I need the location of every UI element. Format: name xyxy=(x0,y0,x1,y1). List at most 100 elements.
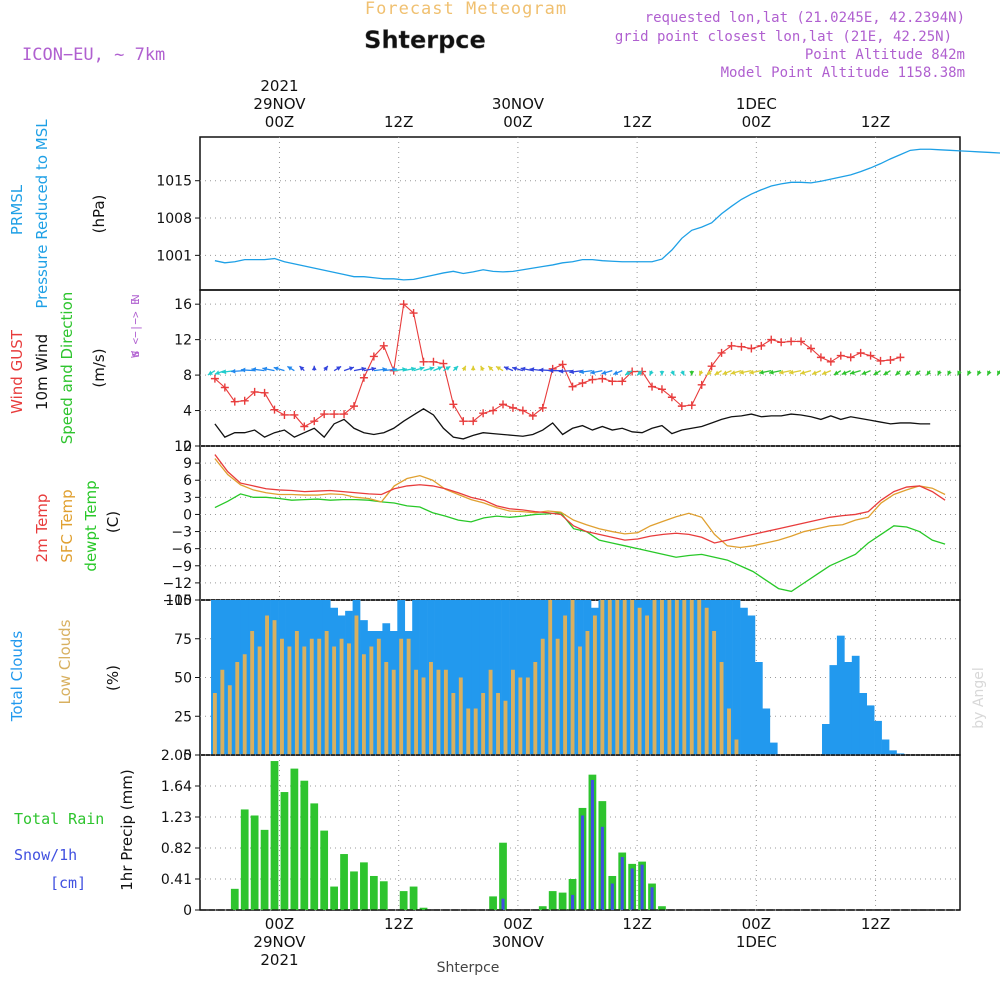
top-date-label: 1DEC xyxy=(736,95,777,113)
total-cloud-bar xyxy=(866,705,875,755)
wind-arrow-head xyxy=(957,370,962,376)
wind-arrow-head xyxy=(778,369,784,375)
wind-arrow-head xyxy=(915,370,921,376)
wind-unit: (m/s) xyxy=(90,348,108,387)
low-cloud-bar xyxy=(727,708,731,755)
rain-bar xyxy=(489,896,497,910)
gust-marker xyxy=(727,341,736,350)
wind-arrow-head xyxy=(579,369,584,375)
rain-bar xyxy=(369,875,378,910)
gust-marker xyxy=(349,402,358,411)
wind-arrow-head xyxy=(649,370,654,376)
snow-bar xyxy=(570,894,575,910)
temp-tick-label: −9 xyxy=(171,559,192,575)
low-cloud-bar xyxy=(361,654,366,755)
gust-marker xyxy=(210,374,219,383)
low-cloud-bar xyxy=(645,615,649,755)
temp-tick-label: 3 xyxy=(183,490,192,506)
low-cloud-bar xyxy=(451,693,456,755)
rain-bar xyxy=(250,815,259,910)
gust-marker xyxy=(657,385,666,394)
wind-tick-label: 0 xyxy=(183,439,192,455)
gust-marker xyxy=(886,356,895,365)
low-cloud-bar xyxy=(585,631,590,755)
rain-bar xyxy=(230,888,239,910)
rain-bar xyxy=(290,768,299,910)
wind-arrow-head xyxy=(361,366,367,372)
low-cloud-bar xyxy=(533,662,538,755)
gust-marker xyxy=(608,377,617,386)
total-cloud-bar xyxy=(747,615,756,755)
temp-tick-label: −6 xyxy=(171,542,192,558)
gust-marker xyxy=(717,348,726,357)
total-cloud-bar xyxy=(874,720,882,755)
low-cloud-bar xyxy=(689,600,694,755)
top-year-label: 2021 xyxy=(260,77,298,95)
low-cloud-bar xyxy=(622,600,627,755)
low-cloud-bar xyxy=(570,600,575,755)
total-cloud-bar xyxy=(896,753,905,755)
wind-arrow-head xyxy=(689,371,695,376)
low-cloud-bar xyxy=(265,615,269,755)
wind-arrow-head xyxy=(240,367,246,373)
top-date-label: 30NOV xyxy=(492,95,545,113)
wind-arrow-head xyxy=(883,370,889,375)
low-cloud-bar xyxy=(354,615,359,755)
compass-north: N xyxy=(131,294,142,301)
gust-marker xyxy=(489,406,498,415)
low-cloud-bar xyxy=(615,600,620,755)
low-clouds-label: Low Clouds xyxy=(56,619,74,704)
top-time-label: 12Z xyxy=(622,113,651,131)
top-time-label: 12Z xyxy=(384,113,413,131)
total-cloud-bar xyxy=(501,600,510,755)
wind-tick-label: 12 xyxy=(174,333,192,349)
wind-arrow-head xyxy=(311,365,317,371)
bottom-year-label: 2021 xyxy=(260,951,298,969)
wind-arrow-head xyxy=(480,365,485,371)
wind-label: 10m Wind xyxy=(33,334,51,410)
low-cloud-bar xyxy=(317,638,322,755)
low-cloud-bar xyxy=(406,638,411,755)
wind-arrow-head xyxy=(402,367,407,372)
wind-arrow-head xyxy=(833,370,839,375)
wind-arrow-head xyxy=(470,365,476,371)
wind-arrow-head xyxy=(453,366,459,371)
rain-bar xyxy=(499,842,507,910)
low-cloud-bar xyxy=(637,607,642,755)
pressure-tick-label: 1008 xyxy=(156,211,192,227)
gust-marker xyxy=(300,422,309,431)
low-cloud-bar xyxy=(294,631,299,755)
wind-arrow-head xyxy=(714,370,720,375)
pressure-label-1: PRMSL xyxy=(8,184,26,235)
wind-arrow-head xyxy=(429,366,435,372)
wind-arrow-head xyxy=(821,370,827,375)
pressure-unit: (hPa) xyxy=(90,195,108,234)
wind-arrow-head xyxy=(538,367,544,373)
wind-arrow-head xyxy=(569,369,574,375)
wind-arrow-head xyxy=(625,370,631,375)
gust-marker xyxy=(499,400,508,409)
cloud-unit: (%) xyxy=(104,665,122,691)
low-cloud-bar xyxy=(466,708,471,755)
gust-marker xyxy=(469,417,478,426)
wind-arrow-head xyxy=(895,370,901,376)
bottom-time-label: 12Z xyxy=(861,915,890,933)
wind-arrow-head xyxy=(207,370,213,375)
low-cloud-bar xyxy=(652,600,657,755)
cloud-tick-label: 0 xyxy=(183,748,192,764)
low-cloud-bar xyxy=(212,693,217,755)
bottom-date-label: 30NOV xyxy=(492,933,545,951)
total-cloud-bar xyxy=(859,693,868,755)
bottom-date-label: 1DEC xyxy=(736,933,777,951)
bottom-time-label: 12Z xyxy=(384,915,413,933)
total-cloud-bar xyxy=(822,724,830,755)
snow-bar xyxy=(580,815,585,910)
low-cloud-bar xyxy=(332,646,337,755)
wind-arrow-head xyxy=(336,366,342,371)
wind-arrow-head xyxy=(926,370,932,376)
gust-marker xyxy=(260,388,269,397)
wind-arrow-head xyxy=(529,367,535,372)
low-cloud-bar xyxy=(473,708,478,755)
gust-marker xyxy=(737,342,746,351)
